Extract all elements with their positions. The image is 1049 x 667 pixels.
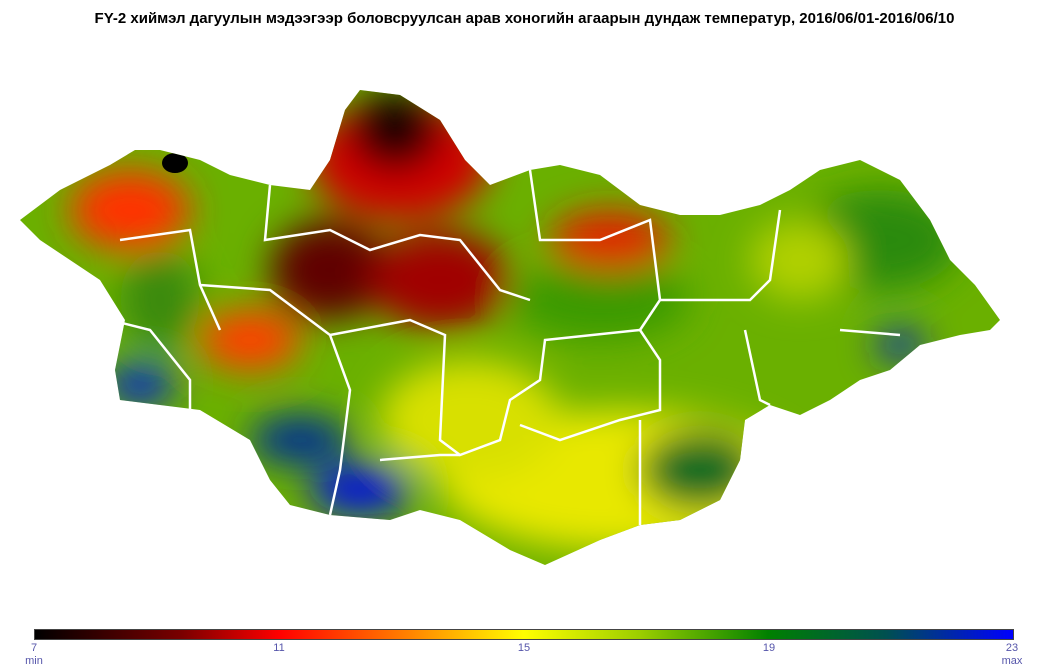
color-scale-bar — [34, 629, 1014, 640]
map-title: FY-2 хиймэл дагуулын мэдээгээр боловсруу… — [94, 10, 955, 27]
temperature-map — [20, 90, 1000, 565]
scale-max-label: max — [1001, 655, 1023, 667]
scale-min-label: min — [25, 655, 43, 667]
province-boundaries — [109, 169, 901, 525]
scale-tick: 11 — [273, 642, 285, 654]
scale-tick: 23 — [1005, 642, 1019, 654]
scale-tick: 15 — [517, 642, 531, 654]
temperature-field — [20, 90, 1000, 565]
scale-tick: 19 — [762, 642, 776, 654]
scale-tick: 7 — [30, 642, 38, 654]
